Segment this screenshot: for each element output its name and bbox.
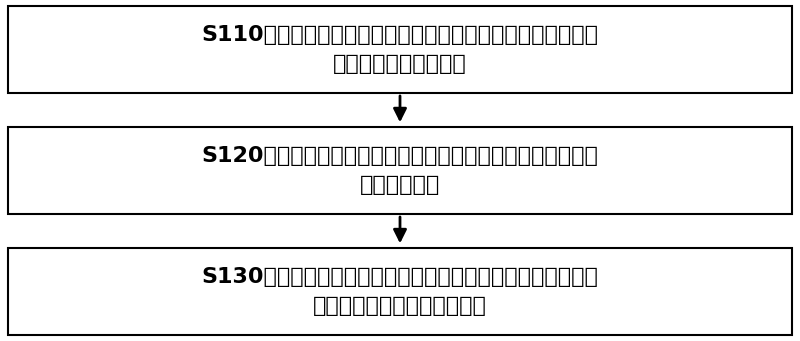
Text: S130：通过研磨垫转矩与研磨驱动装置机械参数间的函数关系
识别研磨终点，实现终点检测: S130：通过研磨垫转矩与研磨驱动装置机械参数间的函数关系 识别研磨终点，实现终… (202, 267, 598, 316)
Text: S110：建立晶圆表面微元与研磨垫间相对滑动速度和微元所受
摩擦力之间的函数方程: S110：建立晶圆表面微元与研磨垫间相对滑动速度和微元所受 摩擦力之间的函数方程 (202, 25, 598, 74)
FancyBboxPatch shape (8, 127, 792, 214)
FancyBboxPatch shape (8, 6, 792, 93)
FancyBboxPatch shape (8, 248, 792, 335)
Text: S120：建立晶圆和可调节研磨垫转矩与研磨驱动装置机械参数
间的函数关系: S120：建立晶圆和可调节研磨垫转矩与研磨驱动装置机械参数 间的函数关系 (202, 146, 598, 195)
